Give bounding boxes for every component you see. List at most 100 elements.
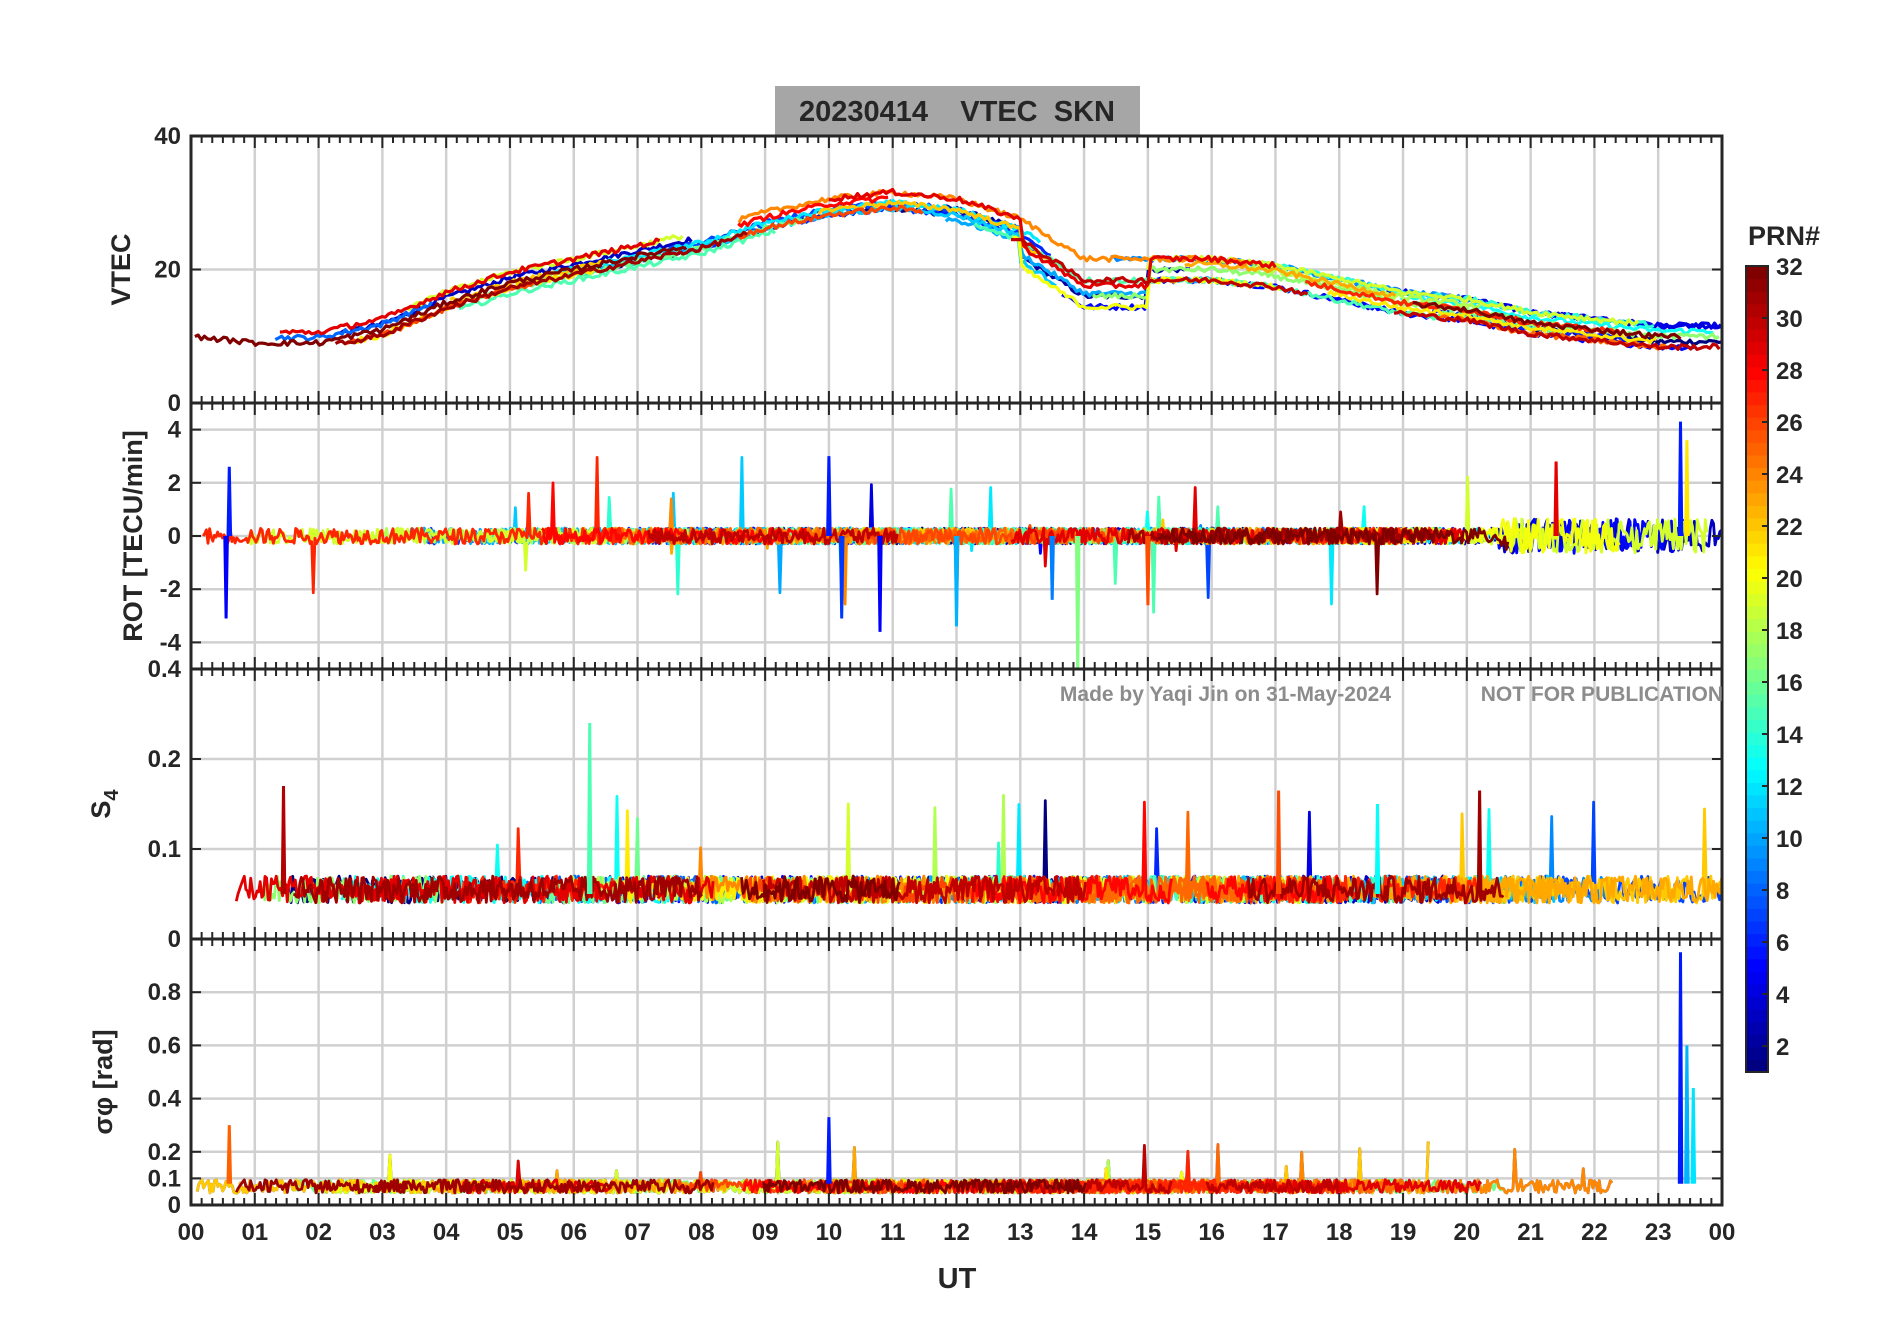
y-tick-label: 4 — [168, 417, 182, 444]
colorbar-segment — [1746, 870, 1768, 884]
colorbar-segment — [1746, 971, 1768, 985]
colorbar-segment — [1746, 1021, 1768, 1035]
colorbar-segment — [1746, 379, 1768, 393]
colorbar-segment — [1746, 656, 1768, 670]
colorbar-tick-label: 16 — [1776, 670, 1803, 697]
panel-VTEC: 0 20 40 VTEC — [106, 123, 1724, 417]
spike-mark — [1553, 461, 1559, 537]
y-tick-label: 0 — [168, 926, 181, 953]
series-group — [194, 187, 1722, 352]
x-tick-label: 22 — [1581, 1219, 1608, 1246]
y-tick-label: 0.4 — [148, 1086, 182, 1113]
colorbar-segment — [1746, 719, 1768, 733]
y-tick-label: 20 — [154, 257, 181, 284]
series-line-prn-28 — [540, 481, 815, 546]
colorbar-segment — [1746, 417, 1768, 431]
colorbar-tick-label: 20 — [1776, 566, 1803, 593]
colorbar-segment — [1746, 580, 1768, 594]
series-line-prn-30 — [1010, 237, 1309, 297]
series-line-prn-15 — [458, 228, 777, 311]
x-tick-label: 04 — [433, 1219, 460, 1246]
spike-mark — [1476, 790, 1483, 895]
series-line-prn-30 — [647, 526, 899, 546]
colorbar-segment — [1746, 631, 1768, 645]
colorbar-segment — [1746, 883, 1768, 897]
x-tick-label: 21 — [1517, 1219, 1544, 1246]
series-line-prn-32 — [1157, 526, 1510, 596]
x-tick-label: 15 — [1135, 1219, 1162, 1246]
colorbar-segment — [1746, 845, 1768, 859]
series-line-prn-16 — [1438, 309, 1568, 335]
colorbar-segment — [1746, 530, 1768, 544]
spike-mark — [826, 1117, 832, 1184]
colorbar-segment — [1746, 606, 1768, 620]
y-axis-label: VTEC — [106, 233, 136, 305]
colorbar-tick-label: 22 — [1776, 514, 1803, 541]
spike-mark — [1275, 790, 1282, 895]
series-line-prn-27 — [202, 455, 626, 595]
colorbar-segment — [1746, 442, 1768, 456]
colorbar-label: PRN# — [1748, 221, 1820, 251]
colorbar-segment — [1746, 744, 1768, 758]
colorbar-tick-label: 18 — [1776, 618, 1803, 645]
colorbar-segment — [1746, 303, 1768, 317]
colorbar-segment — [1746, 555, 1768, 569]
series-line-prn-30 — [762, 874, 1087, 905]
colorbar-segment — [1746, 857, 1768, 872]
spike-mark — [838, 535, 845, 619]
colorbar-segment — [1746, 732, 1768, 746]
colorbar-segment — [1746, 757, 1768, 771]
x-tick-label: 23 — [1645, 1219, 1672, 1246]
y-tick-label: 2 — [168, 470, 181, 497]
colorbar-tick-label: 14 — [1776, 722, 1803, 749]
colorbar-tick-label: 24 — [1776, 462, 1803, 489]
spike-mark — [1684, 1045, 1690, 1184]
colorbar-segment — [1746, 480, 1768, 494]
x-tick-label: 08 — [688, 1219, 715, 1246]
x-tick-label: 07 — [624, 1219, 651, 1246]
series-line-prn-28 — [1205, 874, 1340, 904]
y-tick-label: 0.6 — [148, 1032, 181, 1059]
colorbar-segment — [1746, 933, 1768, 947]
y-axis-label: σφ [rad] — [88, 1029, 118, 1134]
watermark-notice: NOT FOR PUBLICATION — [1481, 683, 1723, 706]
y-tick-label: 0 — [168, 1192, 181, 1219]
colorbar-segment — [1746, 908, 1768, 922]
y-tick-label: 0 — [168, 523, 181, 550]
x-axis-label: UT — [938, 1263, 977, 1295]
colorbar-segment — [1746, 429, 1768, 443]
colorbar-segment — [1746, 1034, 1768, 1048]
panel-sigma_phi: 00.10.2 0.4 0.6 0.8 σφ [rad] 00 01 02 03 04 05 06 07… — [88, 937, 1736, 1246]
colorbar-segment — [1746, 706, 1768, 720]
series-line-prn-30 — [1393, 309, 1721, 351]
spike-mark — [280, 785, 287, 895]
colorbar-segment — [1746, 895, 1768, 909]
colorbar-segment — [1746, 643, 1768, 657]
x-tick-label: 02 — [305, 1219, 332, 1246]
series-line-prn-31 — [372, 1178, 715, 1195]
colorbar-segment — [1746, 807, 1768, 821]
colorbar-segment — [1746, 946, 1768, 960]
colorbar-tick-label: 2 — [1776, 1034, 1789, 1061]
x-tick-label: 00 — [1709, 1219, 1736, 1246]
colorbar-segment — [1746, 996, 1768, 1010]
y-tick-label: -4 — [160, 629, 182, 656]
series-line-prn-30 — [1205, 1178, 1340, 1194]
chart-title: 20230414 VTEC SKN — [799, 96, 1115, 128]
spike-mark — [877, 535, 883, 632]
series-group — [234, 722, 1722, 905]
x-tick-label: 06 — [560, 1219, 587, 1246]
colorbar-tick-label: 6 — [1776, 930, 1789, 957]
y-axis-label: S4 — [86, 789, 123, 819]
series-line-prn-29 — [828, 187, 1277, 290]
y-tick-label: -2 — [160, 576, 181, 603]
colorbar-tick-label: 28 — [1776, 358, 1803, 385]
colorbar-segment — [1746, 983, 1768, 997]
spike-mark — [826, 456, 832, 537]
panel-ROT: -4 -2 0 2 4 ROT [TECU/min] — [118, 401, 1724, 671]
colorbar-segment — [1746, 278, 1768, 292]
colorbar-segment — [1746, 354, 1768, 368]
series-line-prn-26 — [736, 204, 924, 240]
